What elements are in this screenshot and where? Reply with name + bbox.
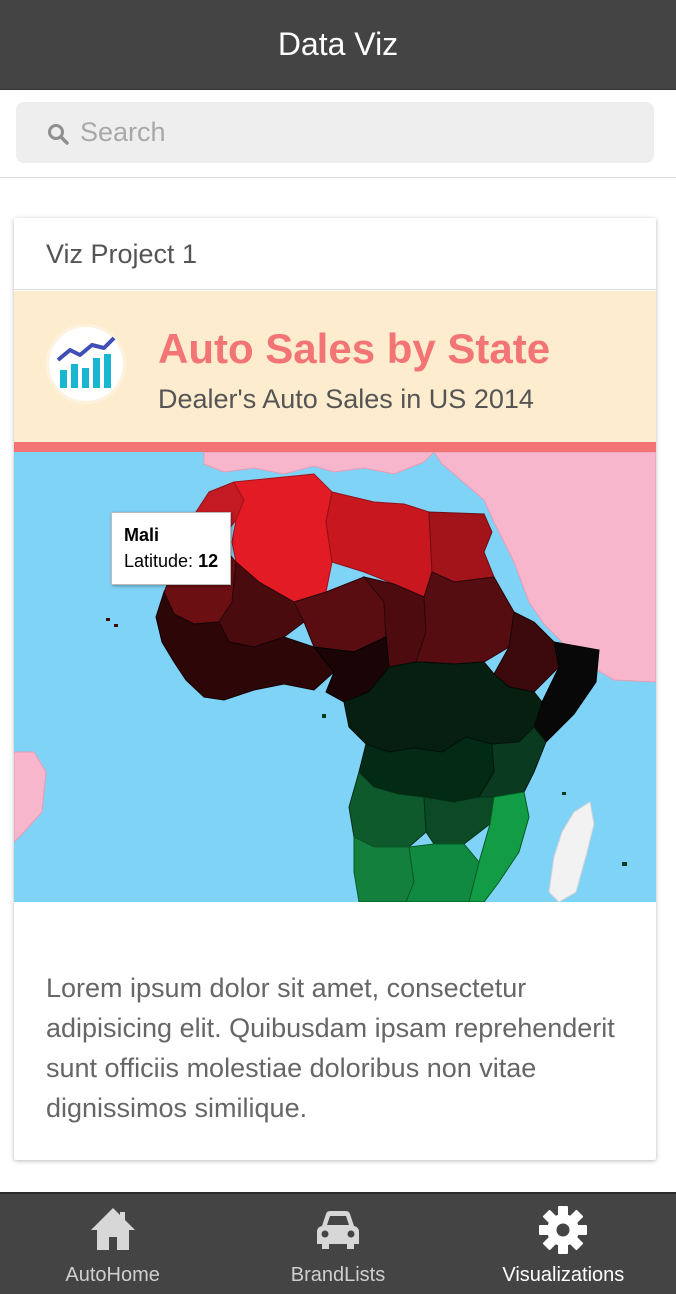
map-island-seychelles <box>622 862 627 866</box>
map-region-west-africa-coast <box>155 590 335 701</box>
map-island-cape-verde <box>106 618 110 621</box>
tab-autohome-label: AutoHome <box>65 1264 160 1286</box>
map-region-botswana-sa <box>405 843 480 902</box>
search-box[interactable] <box>16 102 654 163</box>
chart-title: Auto Sales by State <box>158 325 551 372</box>
tab-visualizations-label: Visualizations <box>502 1264 625 1286</box>
search-bar <box>0 90 676 178</box>
tooltip-label: Latitude: <box>124 551 194 571</box>
map-region-sudan <box>415 571 515 665</box>
map-island-cape-verde-2 <box>114 624 118 627</box>
tab-brandlists-label: BrandLists <box>290 1264 386 1286</box>
tab-brandlists[interactable]: BrandLists <box>225 1194 450 1294</box>
nav-title: Data Viz <box>277 26 399 62</box>
map-island-sao-tome <box>322 714 326 718</box>
map-region-middle-east <box>433 452 656 683</box>
search-input[interactable] <box>80 102 640 163</box>
tab-bar: AutoHome BrandLists Visualizat <box>0 1192 676 1294</box>
nav-bar: Data Viz <box>0 0 676 90</box>
card-description: Lorem ipsum dolor sit amet, consectetur … <box>46 973 615 1123</box>
africa-map[interactable]: Mali Latitude: 12 <box>14 452 656 902</box>
card-title: Viz Project 1 <box>14 218 656 290</box>
tab-visualizations[interactable]: Visualizations <box>451 1194 676 1294</box>
gear-icon <box>539 1206 588 1254</box>
tooltip-value: 12 <box>198 551 219 571</box>
map-region-west-land <box>14 751 47 843</box>
map-region-tanzania <box>478 726 547 798</box>
tab-autohome[interactable]: AutoHome <box>0 1194 225 1294</box>
map-region-namibia <box>353 836 415 902</box>
map-island-comoros <box>562 792 566 795</box>
car-icon <box>316 1211 359 1249</box>
map-region-angola <box>348 771 427 848</box>
chart-subtitle: Dealer's Auto Sales in US 2014 <box>158 384 534 414</box>
map-region-madagascar <box>548 801 595 902</box>
chart-banner: Auto Sales by State Dealer's Auto Sales … <box>14 291 656 452</box>
map-region-mozambique <box>468 791 530 902</box>
map-tooltip: Mali Latitude: 12 <box>111 512 232 585</box>
viz-card[interactable]: Viz Project 1 Auto Sales by State Dealer… <box>14 218 656 1160</box>
map-region-egypt <box>428 511 495 583</box>
search-icon <box>48 124 69 145</box>
tooltip-country: Mali <box>124 525 160 545</box>
home-icon <box>90 1208 135 1250</box>
map-region-zambia <box>423 796 495 845</box>
chart-logo-icon <box>46 324 126 404</box>
map-region-europe <box>203 452 435 475</box>
